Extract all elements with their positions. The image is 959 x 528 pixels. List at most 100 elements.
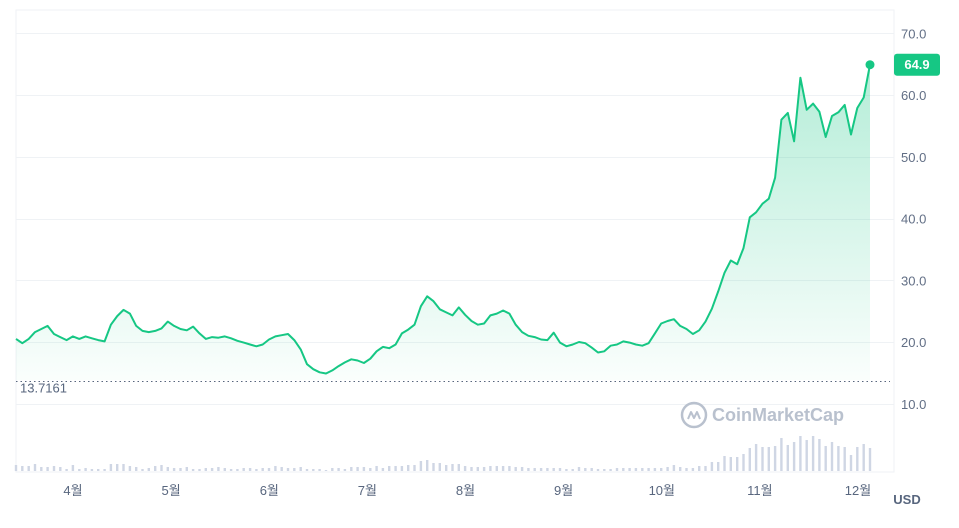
volume-bar bbox=[577, 467, 581, 471]
x-tick-label: 12월 bbox=[845, 483, 871, 498]
volume-bar bbox=[210, 468, 214, 471]
y-tick-label: 70.0 bbox=[901, 26, 926, 41]
volume-bar bbox=[849, 455, 853, 471]
volume-bar bbox=[286, 468, 290, 471]
volume-bar bbox=[451, 464, 454, 471]
volume-bar bbox=[147, 468, 150, 471]
volume-bar bbox=[666, 467, 669, 471]
volume-bar bbox=[596, 469, 600, 471]
volume-bar bbox=[514, 467, 517, 471]
y-tick-label: 60.0 bbox=[901, 88, 926, 103]
volume-bar bbox=[331, 468, 334, 471]
volume-bar bbox=[27, 466, 30, 471]
volume-bar bbox=[672, 465, 676, 471]
volume-bar bbox=[748, 448, 751, 471]
volume-bar bbox=[71, 465, 75, 471]
volume-bar bbox=[685, 468, 688, 471]
volume-bar bbox=[116, 464, 119, 471]
x-tick-label: 11월 bbox=[747, 483, 772, 498]
volume-bar bbox=[679, 467, 682, 471]
baseline-marker: 13.7161 bbox=[16, 381, 890, 396]
volume-bar bbox=[166, 467, 169, 471]
x-tick-label: 4월 bbox=[63, 483, 82, 498]
volume-bar bbox=[154, 466, 157, 471]
volume-bar bbox=[14, 465, 18, 471]
last-price-dot bbox=[865, 60, 875, 70]
volume-bar bbox=[773, 446, 777, 471]
last-price-label: 64.9 bbox=[904, 57, 929, 72]
volume-bar bbox=[103, 469, 106, 471]
volume-bar bbox=[280, 467, 283, 471]
volume-bar bbox=[799, 436, 802, 471]
volume-bar bbox=[343, 469, 347, 471]
volume-bar bbox=[438, 463, 441, 471]
volume-bar bbox=[122, 464, 125, 471]
volume-bar bbox=[90, 469, 94, 471]
volume-bar bbox=[609, 469, 612, 471]
currency-unit-label: USD bbox=[893, 492, 920, 507]
volume-bar bbox=[647, 468, 650, 471]
x-tick-label: 8월 bbox=[456, 483, 475, 498]
volume-bar bbox=[236, 469, 239, 471]
volume-bar bbox=[229, 469, 233, 471]
volume-bar bbox=[660, 468, 663, 471]
baseline-label: 13.7161 bbox=[20, 381, 67, 396]
volume-bar bbox=[84, 468, 87, 471]
volume-bar bbox=[698, 466, 701, 471]
volume-bar bbox=[470, 467, 473, 471]
volume-bar bbox=[305, 469, 309, 471]
last-price-marker: 64.9 bbox=[865, 53, 940, 76]
volume-bar bbox=[40, 467, 43, 471]
volume-bar bbox=[533, 468, 536, 471]
volume-bar bbox=[843, 447, 846, 471]
volume-bar bbox=[445, 465, 448, 471]
volume-bar bbox=[539, 468, 543, 471]
volume-bar bbox=[508, 466, 511, 471]
volume-bar bbox=[868, 448, 872, 471]
volume-bar bbox=[558, 468, 562, 471]
volume-bar bbox=[318, 469, 321, 471]
plot-frame bbox=[15, 9, 895, 473]
watermark: CoinMarketCap bbox=[680, 401, 844, 429]
volume-bar bbox=[381, 468, 385, 471]
volume-bar bbox=[135, 467, 138, 471]
volume-bar bbox=[729, 457, 732, 471]
volume-bar bbox=[413, 465, 416, 471]
volume-bar bbox=[463, 466, 467, 471]
watermark-logo-mark bbox=[687, 411, 701, 420]
volume-bar bbox=[419, 461, 423, 471]
volume-bar bbox=[552, 468, 555, 471]
volume-bar bbox=[128, 466, 132, 471]
watermark-text: CoinMarketCap bbox=[712, 405, 844, 425]
watermark-logo-icon bbox=[680, 401, 708, 429]
volume-bar bbox=[46, 467, 49, 471]
volume-bar bbox=[742, 454, 745, 471]
volume-bar bbox=[780, 438, 783, 471]
volume-bar bbox=[242, 468, 245, 471]
volume-bar bbox=[312, 469, 315, 471]
volume-bar bbox=[179, 468, 182, 471]
volume-bar bbox=[824, 446, 827, 471]
volume-bar bbox=[217, 467, 220, 471]
volume-bar bbox=[830, 442, 834, 471]
volume-bar bbox=[457, 464, 460, 471]
y-tick-label: 40.0 bbox=[901, 212, 926, 227]
x-axis: 4월 5월 6월 7월 8월 9월 10월 11월 12월 USD bbox=[63, 483, 920, 507]
volume-bar bbox=[723, 456, 726, 471]
volume-bar bbox=[337, 468, 340, 471]
volume-bar bbox=[33, 464, 37, 471]
volume-bar bbox=[109, 464, 113, 471]
volume-bar bbox=[198, 469, 201, 471]
volume-bar bbox=[520, 467, 524, 471]
volume-bar bbox=[324, 470, 328, 471]
volume-bar bbox=[255, 469, 258, 471]
volume-bar bbox=[862, 444, 865, 471]
volume-bar bbox=[615, 468, 619, 471]
volume-bar bbox=[754, 444, 758, 471]
volume-bar bbox=[691, 468, 695, 471]
volume-bar bbox=[185, 467, 188, 471]
volume-bar bbox=[628, 468, 631, 471]
volume-bar bbox=[65, 469, 68, 471]
volume-bar bbox=[362, 467, 366, 471]
volume-bar bbox=[426, 460, 429, 471]
